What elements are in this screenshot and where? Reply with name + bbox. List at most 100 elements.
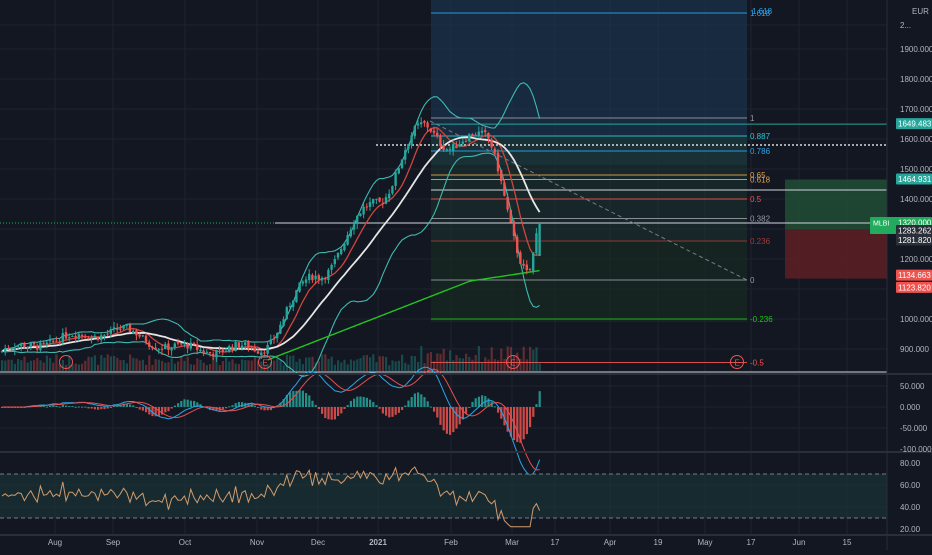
time-axis-label: Dec xyxy=(311,538,325,547)
candle-body xyxy=(176,342,180,344)
macd-histogram-bar xyxy=(519,407,522,443)
macd-histogram-bar xyxy=(506,407,509,432)
fib-level-label: 0.887 xyxy=(750,132,771,141)
candle-body xyxy=(106,333,109,335)
macd-histogram-bar xyxy=(106,407,109,409)
candle-body xyxy=(519,252,522,264)
volume-bar xyxy=(55,354,58,372)
volume-bar xyxy=(1,360,4,372)
volume-bar xyxy=(429,352,432,372)
macd-histogram-bar xyxy=(279,402,282,407)
fibonacci-retracement[interactable]: 1.618 1 0.887 0.786 0.650.618 0.5 0.382 0.236 0 -… xyxy=(0,9,887,373)
candlesticks xyxy=(0,117,541,362)
macd-histogram-bar xyxy=(90,407,93,409)
volume-bar xyxy=(33,360,36,372)
volume-bar xyxy=(257,360,260,372)
macd-histogram-bar xyxy=(330,407,333,420)
macd-histogram-bar xyxy=(157,407,160,416)
volume-bar xyxy=(148,355,151,372)
candle-body xyxy=(352,224,356,230)
candle-body xyxy=(301,281,304,284)
candle-body xyxy=(224,350,228,352)
volume-bar xyxy=(369,357,372,372)
macd-histogram-bar xyxy=(61,404,64,407)
candle-body xyxy=(39,342,42,351)
candle-body xyxy=(266,344,269,354)
macd-histogram-bar xyxy=(321,407,324,414)
candle-body xyxy=(484,130,487,133)
candle-body xyxy=(455,145,458,149)
fib-level-label: 0 xyxy=(750,276,755,285)
time-axis-label: Oct xyxy=(179,538,192,547)
macd-histogram-bar xyxy=(228,406,231,408)
macd-histogram-bar xyxy=(180,400,183,407)
fib-level-label: -0.236 xyxy=(750,315,773,324)
volume-bar xyxy=(276,358,279,372)
time-axis[interactable]: Aug Sep Oct Nov Dec 2021 Feb Mar 17 Apr 19 May 17 Jun… xyxy=(48,538,852,547)
candle-body xyxy=(378,197,381,202)
volume-bar xyxy=(228,361,231,372)
volume-bar xyxy=(452,360,455,372)
volume-bar xyxy=(209,364,212,372)
volume-bar xyxy=(215,354,218,372)
candle-body xyxy=(343,243,346,251)
volume-bar xyxy=(449,350,452,372)
volume-bar xyxy=(538,363,541,372)
time-axis-label: Nov xyxy=(250,538,264,547)
macd-histogram-bar xyxy=(170,407,173,409)
volume-bar xyxy=(221,361,224,372)
price-label-bg xyxy=(896,234,932,246)
candle-body xyxy=(256,351,260,354)
candle-body xyxy=(64,332,68,339)
volume-bar xyxy=(71,364,74,372)
volume-bar xyxy=(385,356,388,372)
macd-histogram-bar xyxy=(93,407,96,410)
candle-body xyxy=(477,131,480,137)
candle-body xyxy=(154,347,157,350)
volume-bar xyxy=(186,356,189,372)
macd-histogram-bar xyxy=(474,398,477,407)
macd-histogram-bar xyxy=(404,405,407,407)
price-label-bg xyxy=(896,269,932,281)
candle-body xyxy=(458,144,461,147)
volume-bar xyxy=(129,354,132,372)
macd-histogram-bar xyxy=(97,407,100,410)
volume-bar xyxy=(52,362,55,372)
price-tick-label: 1600.000 xyxy=(900,135,932,144)
macd-histogram-bar xyxy=(132,405,135,407)
volume-bar xyxy=(177,361,180,372)
macd-histogram-bar xyxy=(516,407,519,443)
price-labels: 1649.4831464.931MLBI1320.00013:341283.26… xyxy=(870,118,932,293)
candle-body xyxy=(36,345,39,350)
macd-histogram-bar xyxy=(167,407,170,412)
macd-histogram-bar xyxy=(237,401,240,407)
volume-bar xyxy=(516,352,519,372)
volume-bar xyxy=(196,358,199,372)
volume-bar xyxy=(535,347,538,372)
candle-body xyxy=(490,139,493,148)
candle-body xyxy=(141,335,144,337)
volume-bar xyxy=(81,363,84,372)
macd-histogram-bar xyxy=(340,407,343,414)
macd-histogram-bar xyxy=(84,406,87,408)
volume-bar xyxy=(381,356,384,372)
volume-bar xyxy=(497,360,500,372)
candle-body xyxy=(186,343,189,349)
volume-bar xyxy=(337,360,340,372)
candle-body xyxy=(279,324,282,334)
macd-histogram-bar xyxy=(247,403,250,407)
macd-histogram-bar xyxy=(183,399,186,407)
candle-body xyxy=(68,337,71,339)
candle-body xyxy=(375,198,378,200)
volume-bar xyxy=(247,360,250,372)
volume-bar xyxy=(391,360,394,372)
candle-body xyxy=(330,264,333,270)
time-axis-label: 2021 xyxy=(369,538,387,547)
volume-bar xyxy=(151,364,154,372)
volume-bar xyxy=(234,363,237,372)
volume-bar xyxy=(279,360,282,372)
volume-bar xyxy=(90,357,93,372)
